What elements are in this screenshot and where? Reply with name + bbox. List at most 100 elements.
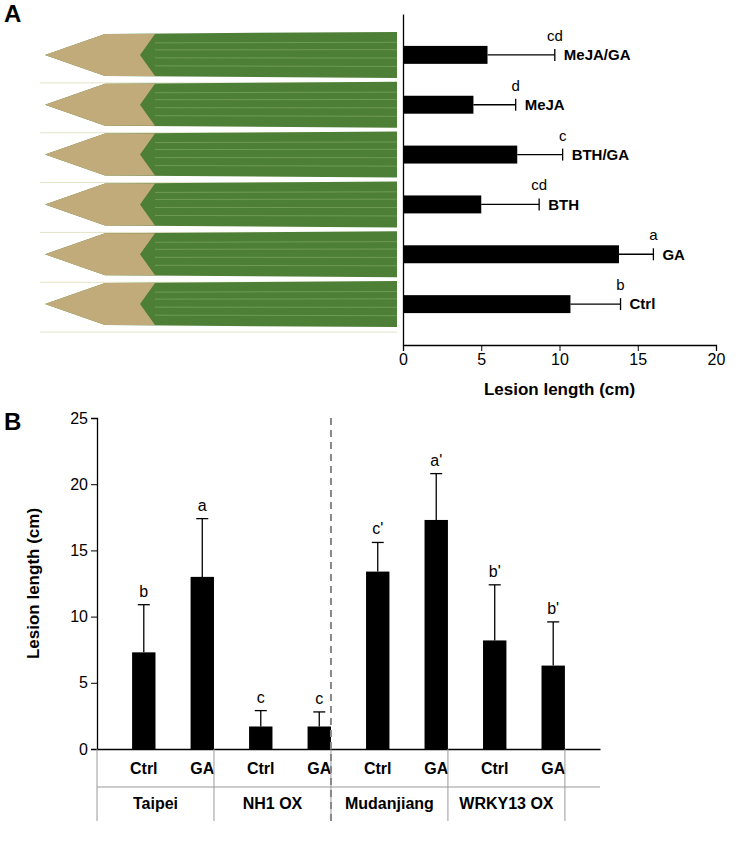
significance-letter: b'	[547, 600, 559, 617]
error-line	[377, 542, 378, 571]
tick-label: 25	[70, 410, 88, 427]
leaf-vein	[155, 315, 397, 317]
leaf-vein	[155, 141, 397, 143]
error-bar	[488, 49, 555, 61]
leaf-images	[40, 32, 397, 332]
bar	[403, 96, 473, 114]
bar	[425, 520, 448, 749]
leaf-vein	[155, 249, 397, 250]
tick-mark	[403, 345, 404, 351]
leaf-vein	[155, 99, 397, 100]
leaf-image	[40, 181, 397, 232]
error-bar	[372, 542, 384, 571]
group-label: WRKY13 OX	[459, 795, 554, 812]
annotations: cdMeJA/GAdMeJAcBTH/GAcdBTHaGAbCtrl	[512, 27, 686, 312]
error-cap	[539, 198, 540, 210]
leaf-vein	[155, 65, 397, 67]
leaf-vein	[155, 149, 397, 150]
leaf-blade	[45, 132, 397, 178]
plot-area	[132, 474, 565, 749]
leaf-vein	[155, 49, 397, 50]
error-bar	[481, 198, 539, 210]
leaf-vein	[155, 165, 397, 167]
tick: 15	[629, 345, 647, 368]
y-axis-title: Lesion length (cm)	[24, 508, 43, 659]
group-labels: TaipeiNH1 OXMudanjiangWRKY13 OX	[97, 418, 600, 821]
leaf-blade	[45, 32, 397, 78]
tick-mark	[716, 345, 717, 351]
annotations: baccc'a'b'b'	[139, 452, 559, 707]
bar	[403, 245, 619, 263]
bar	[403, 195, 481, 213]
error-line	[319, 712, 320, 727]
category-label: Ctrl	[630, 295, 656, 312]
significance-letter: c	[257, 689, 265, 706]
leaf-vein	[155, 92, 397, 94]
error-line	[473, 104, 515, 105]
leaf-blade	[45, 281, 397, 327]
error-cap	[489, 584, 501, 585]
tick-mark	[91, 617, 97, 618]
tick: 5	[477, 345, 486, 368]
error-line	[553, 622, 554, 666]
tick: GA	[424, 749, 448, 777]
leaf-blade	[45, 231, 397, 277]
error-cap	[430, 473, 442, 474]
error-bar	[473, 99, 515, 111]
tick-mark	[638, 345, 639, 351]
plot-area	[403, 46, 653, 313]
error-bar	[619, 248, 653, 260]
axis-line	[403, 15, 404, 346]
tick: 0	[79, 741, 97, 758]
leaf-vein	[155, 199, 397, 200]
leaf-blade	[45, 181, 397, 227]
leaf-lesion	[45, 84, 155, 126]
error-line	[494, 585, 495, 641]
error-cap	[562, 149, 563, 161]
leaf-vein	[155, 115, 397, 117]
axis-line	[91, 419, 98, 750]
error-line	[481, 204, 539, 205]
axis: CtrlGACtrlGACtrlGACtrlGA	[98, 749, 601, 777]
x-axis-title: Lesion length (cm)	[484, 380, 635, 399]
category-label: MeJA/GA	[564, 46, 631, 63]
group-label: Taipei	[133, 795, 178, 812]
error-bar	[255, 711, 267, 727]
group-separator	[564, 749, 565, 821]
leaf-vein	[155, 257, 397, 258]
group-label: NH1 OX	[243, 795, 303, 812]
error-cap	[547, 621, 559, 622]
axis	[403, 15, 404, 346]
tick: GA	[541, 749, 565, 777]
tick-label: GA	[541, 760, 565, 777]
tick-label: 15	[70, 542, 88, 559]
bar	[191, 577, 214, 749]
leaf-image	[40, 281, 397, 332]
bar	[542, 666, 565, 749]
leaf-lesion	[45, 34, 155, 76]
tick-mark	[91, 550, 97, 551]
tick: 10	[551, 345, 569, 368]
error-cap	[653, 248, 654, 260]
leaf-lesion	[45, 134, 155, 176]
leaf-separator	[40, 332, 397, 333]
tick-mark	[481, 345, 482, 351]
category-label: GA	[662, 246, 685, 263]
tick: Ctrl	[247, 749, 275, 777]
error-cap	[372, 542, 384, 543]
error-line	[143, 605, 144, 653]
tick-label: Ctrl	[247, 760, 275, 777]
tick-label: Ctrl	[364, 760, 392, 777]
error-line	[202, 519, 203, 577]
leaf-vein	[155, 298, 397, 299]
bar	[132, 652, 155, 749]
tick-label: 10	[551, 351, 569, 368]
leaf-vein	[155, 57, 397, 58]
panel-label: B	[4, 408, 21, 435]
axis-line	[404, 346, 717, 352]
error-line	[517, 154, 562, 155]
leaf-image	[40, 82, 397, 133]
leaf-vein	[155, 307, 397, 308]
significance-letter: b	[616, 276, 624, 293]
significance-letter: cd	[547, 27, 563, 44]
